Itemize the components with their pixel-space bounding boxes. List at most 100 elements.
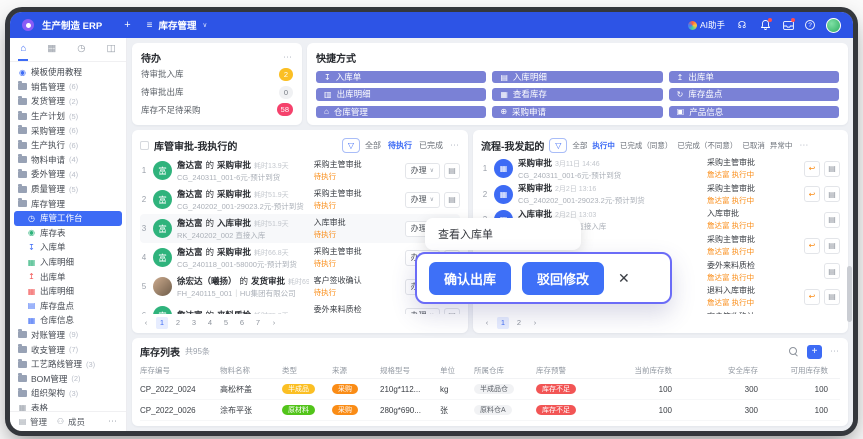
manage-button[interactable]: ▤ 管理 [18,416,48,427]
page-button[interactable]: 1 [156,316,168,329]
sidebar-item-stock-table[interactable]: ◉ 库存表 [28,227,66,238]
page-button[interactable]: 2 [175,318,181,327]
tab-pending[interactable]: 待执行 [388,140,412,150]
shortcut-stocktaking[interactable]: ↻ 库存盘点 [668,88,839,101]
sidebar-item-template-tutorial[interactable]: ◉ 模板使用教程 [19,67,83,78]
tab-all[interactable]: 全部 [572,140,588,150]
sidebar-item-reconciliation[interactable]: 对账管理 (9) [14,328,122,343]
shortcut-inbound-order[interactable]: ↧ 入库单 [316,71,487,84]
document-icon[interactable]: ▤ [824,263,840,280]
document-icon[interactable]: ▤ [824,160,840,177]
sidebar-item-outsourcing[interactable]: 委外管理 (4) [14,167,122,182]
menu-icon[interactable]: ≡ [146,19,153,31]
tab-done-agree[interactable]: 已完成（同意） [619,140,673,150]
more-icon[interactable]: ⋯ [799,139,810,150]
todo-item-pending-inbound[interactable]: 待审批入库 2 [141,66,293,83]
sidebar-item-process-route[interactable]: 工艺路线管理 (3) [14,357,122,372]
sidebar-item-income-expense[interactable]: 收支管理 (7) [14,342,122,357]
approval-row[interactable]: 5 徐宏达（曦扬）的发货审批耗时69.8天FH_240115_001｜HU集团有… [140,272,460,301]
search-icon[interactable] [789,346,799,357]
ai-assistant-button[interactable]: AI助手 [687,19,725,31]
page-button[interactable]: 3 [191,318,197,327]
sidebar-item-warehouse-info[interactable]: ▦ 仓库信息 [27,315,75,326]
flow-row[interactable]: 1 ▦ 采购审批 3月11日 14:46 CG_240311_001-6元-预计到货 … [481,156,840,182]
table-row[interactable]: CP_2022_0024 高松杯盖 半成品 采购 210g*112... kg 半成… [140,379,840,400]
table-row[interactable]: CP_2022_0026 涂布平张 原材料 采购 280g*690... 张 原料仓… [140,400,840,421]
more-icon[interactable]: ⋯ [283,52,293,62]
close-icon[interactable]: ✕ [618,269,630,286]
tab-cancelled[interactable]: 已取消 [742,140,765,150]
more-icon[interactable]: ⋯ [450,139,460,150]
tab-done-disagree[interactable]: 已完成（不同意） [677,140,738,150]
page-button[interactable]: 4 [207,318,213,327]
confirm-outbound-button[interactable]: 确认出库 [429,261,512,295]
flow-row[interactable]: 退料入库审批 詹达富 执行中 ↩ ▤ [481,284,840,310]
handle-button[interactable]: 办理∨ [404,191,440,208]
current-module[interactable]: 库存管理 [158,21,197,32]
tab-all[interactable]: 全部 [365,140,381,150]
sidebar-item-inbound-order[interactable]: ↧ 入库单 [28,242,66,253]
shortcut-inbound-detail[interactable]: ▤ 入库明细 [492,71,663,84]
sidebar-tab-workflow-icon[interactable]: ◫ [106,43,116,54]
sidebar-item-sales[interactable]: 销售管理 (6) [14,80,122,95]
prev-page-button[interactable]: ‹ [485,318,489,327]
flow-row[interactable]: 委外来料质检 詹达富 执行中 ▤ [481,258,840,284]
add-record-button[interactable]: + [807,344,822,359]
page-button[interactable]: 7 [255,318,261,327]
sidebar-item-quality[interactable]: 质量管理 (5) [14,182,122,197]
scrollbar-thumb[interactable] [847,266,852,322]
sidebar-item-bom[interactable]: BOM管理 (2) [14,371,122,386]
sidebar-item-org-structure[interactable]: 组织架构 (3) [14,386,122,401]
select-all-checkbox[interactable] [140,140,149,150]
members-button[interactable]: ⚇ 成员 [56,416,86,427]
todo-item-pending-outbound[interactable]: 待审批出库 0 [141,84,293,101]
next-page-button[interactable]: › [533,318,537,327]
sidebar-item-shipping[interactable]: 发货管理 (2) [14,94,122,109]
filter-icon[interactable]: ▽ [549,137,568,153]
document-icon[interactable]: ▤ [444,191,460,208]
flow-row[interactable]: 采购主管审批 詹达富 执行中 ↩ ▤ [481,233,840,259]
undo-icon[interactable]: ↩ [804,288,820,305]
shortcut-warehouse-mgmt[interactable]: ⌂ 仓库管理 [316,105,487,118]
sidebar-item-production-plan[interactable]: 生产计划 (5) [14,109,122,124]
more-icon[interactable]: ⋯ [108,416,118,426]
handle-button[interactable]: 办理∨ [404,162,440,179]
filter-icon[interactable]: ▽ [342,137,360,153]
page-button[interactable]: 1 [497,316,509,329]
document-icon[interactable]: ▤ [824,186,840,203]
document-icon[interactable]: ▤ [824,211,840,228]
shortcut-outbound-order[interactable]: ↥ 出库单 [668,71,839,84]
flow-row[interactable]: 客户签收确认詹达富 执行中 ↩▤ [481,310,840,314]
sidebar-item-inventory[interactable]: 库存管理 [14,196,122,211]
sidebar-tab-home-icon[interactable]: ⌂ [18,38,29,61]
approval-row[interactable]: 6富 詹达富的来料质检耗时75.8天 委外来料质检待执行 办理∨▤ [140,301,460,314]
page-button[interactable]: 5 [223,318,229,327]
flow-row[interactable]: 2 ▦ 采购审批 2月2日 13:16 CG_240202_001-29023.2元-… [481,182,840,208]
document-icon[interactable]: ▤ [824,288,840,305]
sidebar-tab-history-icon[interactable]: ◷ [77,43,86,54]
undo-icon[interactable]: ↩ [804,160,820,177]
tab-running[interactable]: 执行中 [592,140,615,150]
sidebar-item-stocktaking[interactable]: ▤ 库存盘点 [27,300,75,311]
sidebar-item-warehouse-workbench[interactable]: ◷ 库管工作台 [14,210,122,226]
handle-button[interactable]: 办理∨ [404,307,440,314]
sidebar-item-outbound-order[interactable]: ↥ 出库单 [28,271,66,282]
document-icon[interactable]: ▤ [824,237,840,254]
reject-modify-button[interactable]: 驳回修改 [522,261,605,295]
sidebar-item-material-request[interactable]: 物料申请 (4) [14,153,122,168]
document-icon[interactable]: ▤ [444,162,460,179]
sidebar-tab-apps-icon[interactable]: ▦ [47,43,57,54]
shortcut-product-info[interactable]: ▣ 产品信息 [668,105,839,118]
page-button[interactable]: 2 [516,318,522,327]
prev-page-button[interactable]: ‹ [144,318,148,327]
page-button[interactable]: 6 [239,318,245,327]
document-icon[interactable]: ▤ [444,307,460,314]
help-icon[interactable]: ? [805,20,815,30]
todo-item-low-stock[interactable]: 库存不足待采购 58 [141,101,293,118]
bell-icon[interactable] [759,18,772,31]
chevron-down-icon[interactable]: ∨ [202,22,208,29]
